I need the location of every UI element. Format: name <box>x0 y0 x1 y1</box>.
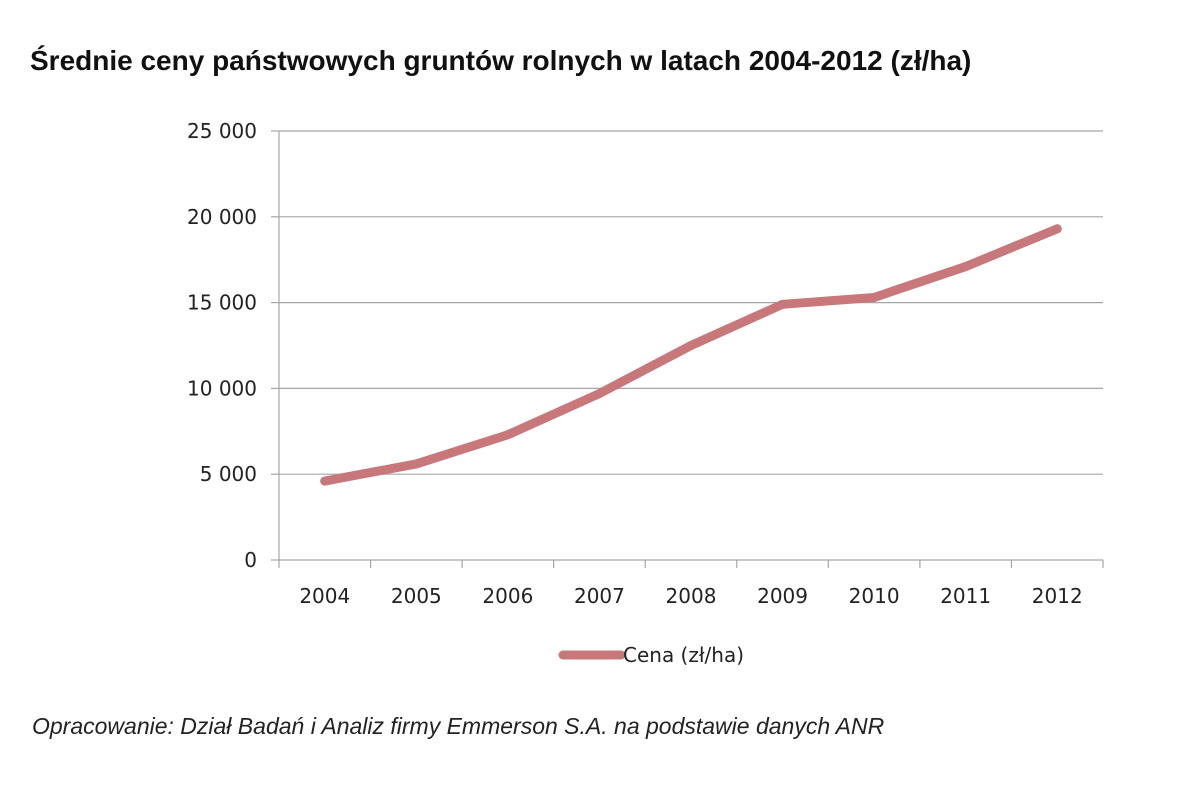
x-tick-label: 2010 <box>849 584 900 608</box>
x-tick-label: 2008 <box>666 584 717 608</box>
y-tick-label: 0 <box>244 548 257 572</box>
y-tick-label: 15 000 <box>187 291 257 315</box>
data-point <box>503 430 513 440</box>
data-point <box>869 292 879 302</box>
data-point <box>1052 224 1062 234</box>
data-point <box>594 389 604 399</box>
y-tick-label: 20 000 <box>187 205 257 229</box>
x-tick-label: 2012 <box>1032 584 1083 608</box>
y-axis-ticks: 0 5 000 10 000 15 000 20 000 25 000 <box>187 119 257 572</box>
x-tick-label: 2004 <box>299 584 350 608</box>
y-tick-label: 10 000 <box>187 376 257 400</box>
x-tick-label: 2009 <box>757 584 808 608</box>
x-tick-label: 2006 <box>482 584 533 608</box>
data-point <box>320 476 330 486</box>
data-point <box>686 341 696 350</box>
legend-label: Cena (zł/ha) <box>623 643 744 667</box>
y-tick-label: 5 000 <box>200 462 257 486</box>
legend: Cena (zł/ha) <box>558 643 744 667</box>
gridlines <box>271 130 1103 561</box>
x-tick-label: 2007 <box>574 584 625 608</box>
source-note: Opracowanie: Dział Badań i Analiz firmy … <box>32 713 885 739</box>
x-tick-label: 2005 <box>391 584 442 608</box>
series-line <box>320 224 1062 486</box>
data-point <box>778 299 788 309</box>
y-tick-label: 25 000 <box>187 119 257 143</box>
chart-title: Średnie ceny państwowych gruntów rolnych… <box>30 45 972 76</box>
x-axis: 2004 2005 2006 2007 2008 2009 2010 2011 2012 <box>278 131 1104 608</box>
data-point <box>411 459 421 469</box>
data-point <box>961 262 971 272</box>
series-group <box>320 224 1062 486</box>
x-tick-label: 2011 <box>940 584 991 608</box>
